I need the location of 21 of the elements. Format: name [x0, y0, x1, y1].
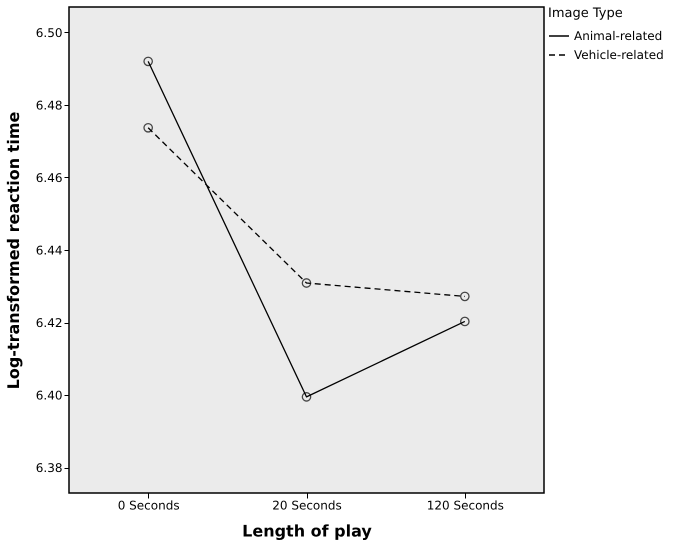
point: [460, 316, 470, 326]
x-tick-label: 20 Seconds: [272, 498, 342, 512]
y-tick-label: 6.38: [36, 461, 62, 476]
y-tick-label: 6.40: [36, 388, 62, 403]
x-tick-label: 120 Seconds: [426, 498, 504, 512]
point: [302, 392, 312, 402]
legend-title: Image Type: [548, 6, 623, 21]
y-tick-label: 6.44: [36, 244, 62, 258]
point: [143, 56, 153, 66]
y-tick-label: 6.42: [36, 316, 62, 330]
point: [143, 122, 153, 133]
legend-label: Animal-related: [574, 29, 662, 43]
point: [460, 292, 470, 302]
x-tick-label: 0 Seconds: [118, 498, 180, 512]
x-axis-title: Length of play: [242, 522, 372, 540]
point: [302, 278, 312, 288]
legend-label: Vehicle-related: [574, 48, 664, 62]
y-tick-label: 6.46: [36, 170, 62, 185]
y-axis-title: Log-transformed reaction time: [4, 112, 23, 390]
y-tick-label: 6.48: [36, 98, 62, 112]
y-tick-label: 6.50: [36, 26, 62, 40]
